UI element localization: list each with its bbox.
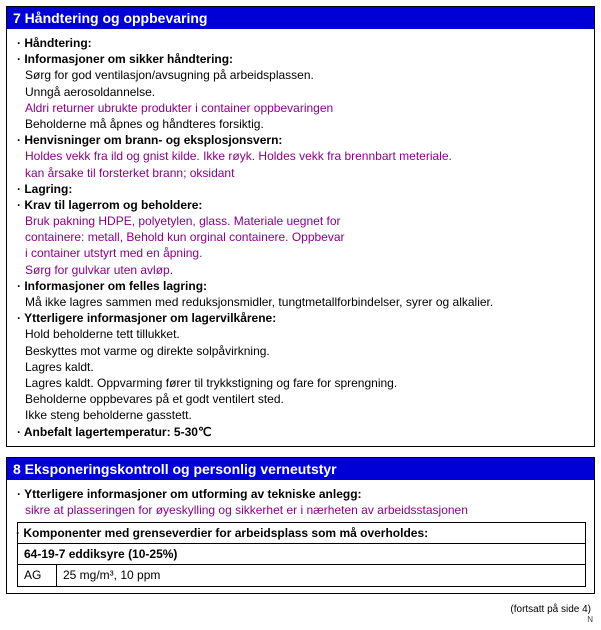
section-7-body: Håndtering:Informasjoner om sikker håndt… bbox=[7, 29, 594, 446]
text-line: sikre at plasseringen for øyeskylling og… bbox=[25, 502, 584, 518]
text-line: Lagres kaldt. Oppvarming fører til trykk… bbox=[25, 375, 584, 391]
text-line: Bruk pakning HDPE, polyetylen, glass. Ma… bbox=[25, 213, 584, 229]
text-line: Hold beholderne tett tillukket. bbox=[25, 326, 584, 342]
limits-row-value: AG 25 mg/m³, 10 ppm bbox=[18, 565, 585, 585]
text-line: Må ikke lagres sammen med reduksjonsmidl… bbox=[25, 294, 584, 310]
limit-code-cell: AG bbox=[18, 565, 57, 585]
text-line: Ytterligere informasjoner om utforming a… bbox=[25, 486, 584, 502]
text-line: Beskyttes mot varme og direkte solpåvirk… bbox=[25, 343, 584, 359]
text-line: Beholderne må åpnes og håndteres forsikt… bbox=[25, 116, 584, 132]
text-line: Aldri returner ubrukte produkter i conta… bbox=[25, 100, 584, 116]
text-line: Lagring: bbox=[25, 181, 584, 197]
text-line: containere: metall, Behold kun orginal c… bbox=[25, 229, 584, 245]
section-8-header: 8 Eksponeringskontroll og personlig vern… bbox=[7, 458, 594, 480]
limits-table-title: Komponenter med grenseverdier for arbeid… bbox=[24, 526, 428, 540]
text-line: Informasjoner om sikker håndtering: bbox=[25, 51, 584, 67]
section-8-body: Ytterligere informasjoner om utforming a… bbox=[7, 480, 594, 593]
text-line: Håndtering: bbox=[25, 35, 584, 51]
limits-table: Komponenter med grenseverdier for arbeid… bbox=[17, 522, 586, 587]
limits-row-substance: 64-19-7 eddiksyre (10-25%) bbox=[18, 544, 585, 565]
text-line: Lagres kaldt. bbox=[25, 359, 584, 375]
text-line: Krav til lagerrom og beholdere: bbox=[25, 197, 584, 213]
page-continuation-note: (fortsatt på side 4) bbox=[6, 604, 595, 615]
text-line: Ikke steng beholderne gasstett. bbox=[25, 407, 584, 423]
text-line: Ytterligere informasjoner om lagervilkår… bbox=[25, 310, 584, 326]
text-line: i container utstyrt med en åpning. bbox=[25, 245, 584, 261]
text-line: Holdes vekk fra ild og gnist kilde. Ikke… bbox=[25, 148, 584, 164]
text-line: Sørg for gulvkar uten avløp. bbox=[25, 262, 584, 278]
text-line: Sørg for god ventilasjon/avsugning på ar… bbox=[25, 67, 584, 83]
section-7-header: 7 Håndtering og oppbevaring bbox=[7, 7, 594, 29]
text-line: kan årsake til forsterket brann; oksidan… bbox=[25, 165, 584, 181]
section-8-box: 8 Eksponeringskontroll og personlig vern… bbox=[6, 457, 595, 594]
text-line: Anbefalt lagertemperatur: 5-30℃ bbox=[25, 424, 584, 440]
limits-table-header: Komponenter med grenseverdier for arbeid… bbox=[18, 523, 585, 544]
text-line: Informasjoner om felles lagring: bbox=[25, 278, 584, 294]
text-line: Beholderne oppbevares på et godt ventile… bbox=[25, 391, 584, 407]
corner-mark: N bbox=[6, 615, 595, 624]
section-7-box: 7 Håndtering og oppbevaring Håndtering:I… bbox=[6, 6, 595, 447]
text-line: Unngå aerosoldannelse. bbox=[25, 84, 584, 100]
text-line: Henvisninger om brann- og eksplosjonsver… bbox=[25, 132, 584, 148]
limit-value-cell: 25 mg/m³, 10 ppm bbox=[63, 567, 160, 583]
